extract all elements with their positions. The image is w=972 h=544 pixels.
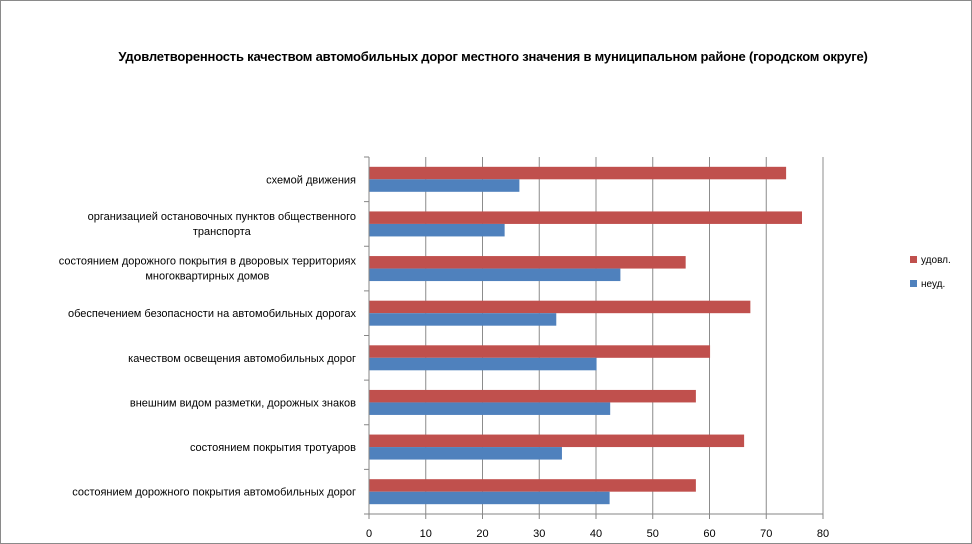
legend-label: неуд.	[921, 279, 945, 290]
x-tick-label: 60	[703, 528, 715, 540]
x-tick-label: 50	[647, 528, 659, 540]
bar-udovl	[369, 166, 787, 180]
axes: 0 10 20 30 40 50 60 70 80	[364, 156, 829, 540]
bar-udovl	[369, 434, 745, 448]
bar-udovl	[369, 256, 686, 269]
bar-neud	[369, 402, 611, 415]
x-tick-label: 20	[476, 528, 488, 540]
x-tick-label: 0	[366, 528, 372, 540]
gridlines	[425, 157, 824, 514]
legend: удовл. неуд.	[910, 255, 951, 290]
category-label-line2: транспорта	[193, 226, 252, 238]
bar-neud	[369, 223, 505, 237]
x-tick-label: 80	[817, 528, 829, 540]
bar-udovl	[369, 389, 696, 403]
category-label: схемой движения	[266, 174, 356, 186]
x-tick-label: 70	[760, 528, 772, 540]
bar-udovl	[369, 211, 803, 224]
legend-swatch	[910, 256, 917, 263]
category-label: обеспечением безопасности на автомобильн…	[68, 308, 356, 320]
category-label: организацией остановочных пунктов общест…	[88, 211, 356, 223]
bars	[369, 166, 803, 505]
x-tick-label: 40	[590, 528, 602, 540]
category-label: состоянием покрытия тротуаров	[190, 442, 356, 454]
bar-udovl	[369, 479, 696, 492]
category-label: качеством освещения автомобильных дорог	[128, 353, 356, 365]
category-labels: схемой движения организацией остановочных…	[59, 174, 357, 498]
category-label-line2: многоквартирных домов	[145, 271, 269, 283]
category-label: состоянием дорожного покрытия автомобиль…	[72, 487, 356, 499]
bar-neud	[369, 268, 621, 282]
x-tick-label: 10	[420, 528, 432, 540]
category-label: состоянием дорожного покрытия в дворовых…	[59, 256, 357, 268]
bar-neud	[369, 447, 562, 460]
chart-title: Удовлетворенность качеством автомобильны…	[118, 49, 868, 64]
bar-neud	[369, 179, 520, 192]
bar-neud	[369, 491, 610, 505]
bar-neud	[369, 357, 597, 371]
category-label: внешним видом разметки, дорожных знаков	[130, 397, 356, 409]
legend-swatch	[910, 280, 917, 287]
bar-neud	[369, 313, 557, 326]
x-tick-label: 30	[533, 528, 545, 540]
legend-label: удовл.	[921, 255, 951, 266]
bar-udovl	[369, 345, 711, 358]
bar-udovl	[369, 300, 751, 314]
